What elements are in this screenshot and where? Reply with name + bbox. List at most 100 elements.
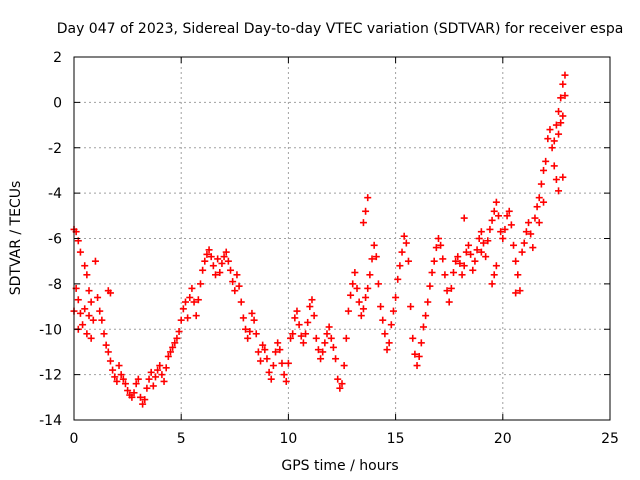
data-point <box>224 257 232 265</box>
data-point <box>482 253 490 261</box>
data-point <box>499 235 507 242</box>
data-point <box>516 287 524 295</box>
data-point <box>364 284 372 292</box>
data-point <box>419 323 427 331</box>
data-point <box>259 341 267 349</box>
data-point <box>162 364 170 372</box>
x-tick-label: 5 <box>177 431 186 447</box>
data-point <box>209 262 217 270</box>
data-point <box>186 293 194 301</box>
data-point <box>462 248 470 256</box>
data-point <box>218 259 226 267</box>
data-point <box>413 362 421 370</box>
data-point <box>559 173 567 181</box>
data-point <box>555 107 563 115</box>
data-point <box>199 266 207 274</box>
chart-title: Day 047 of 2023, Sidereal Day-to-day VTE… <box>57 21 624 37</box>
data-point <box>319 348 327 356</box>
data-point <box>272 348 280 356</box>
data-point <box>216 269 224 277</box>
data-point <box>207 253 215 261</box>
data-point <box>235 282 243 290</box>
data-point <box>139 400 147 408</box>
data-point <box>291 314 299 322</box>
data-point <box>458 271 466 279</box>
data-point <box>89 316 97 324</box>
data-point <box>179 305 187 313</box>
data-point <box>175 328 183 336</box>
data-point <box>555 130 563 138</box>
data-point <box>149 382 157 390</box>
data-point <box>106 357 114 365</box>
data-point <box>400 232 408 240</box>
data-point <box>537 180 545 188</box>
data-point <box>194 296 202 304</box>
data-point <box>344 307 352 315</box>
data-point <box>501 225 509 233</box>
data-point <box>104 348 112 356</box>
data-point <box>381 330 389 338</box>
data-point <box>411 350 419 358</box>
data-point <box>274 339 282 347</box>
data-point <box>445 298 453 306</box>
data-point <box>377 303 385 311</box>
data-point <box>434 235 442 242</box>
data-point <box>85 287 93 295</box>
data-point <box>456 259 464 267</box>
data-point <box>166 348 174 356</box>
data-point <box>227 266 235 274</box>
data-point <box>518 248 526 256</box>
data-point <box>422 312 430 320</box>
data-point <box>389 307 397 315</box>
data-point <box>106 289 114 297</box>
data-point <box>477 248 485 256</box>
data-point <box>366 271 374 279</box>
y-axis-title: SDTVAR / TECUs <box>8 181 24 296</box>
data-point <box>332 355 340 363</box>
data-point <box>299 339 307 347</box>
data-point <box>282 377 290 385</box>
data-point <box>160 377 168 385</box>
data-point <box>561 71 569 79</box>
y-tick-label: -14 <box>39 413 62 429</box>
data-point <box>473 246 481 254</box>
data-point <box>555 187 563 195</box>
data-point <box>486 225 494 233</box>
data-point <box>561 92 569 100</box>
data-point <box>280 371 288 379</box>
data-point <box>83 330 91 338</box>
y-tick-label: -10 <box>39 322 62 338</box>
data-point <box>181 298 189 306</box>
data-point <box>154 366 162 374</box>
data-point <box>415 352 423 360</box>
data-point <box>102 341 110 349</box>
data-point <box>544 135 552 143</box>
data-point <box>76 248 84 256</box>
data-point <box>267 375 275 383</box>
data-point <box>121 380 129 388</box>
data-point <box>471 257 479 265</box>
data-point <box>190 298 198 306</box>
data-point <box>81 262 89 270</box>
data-point <box>134 375 142 383</box>
data-point <box>321 339 329 347</box>
data-point <box>407 303 415 311</box>
data-point <box>342 334 350 342</box>
data-point <box>229 278 237 286</box>
data-point <box>362 293 370 301</box>
data-point <box>269 362 277 370</box>
data-point <box>115 362 123 370</box>
data-point <box>119 375 127 383</box>
data-point <box>85 312 93 320</box>
data-point <box>398 248 406 256</box>
data-point <box>387 321 395 329</box>
data-point <box>525 219 533 227</box>
data-point <box>246 328 254 336</box>
data-point <box>231 287 239 295</box>
data-point <box>222 248 230 256</box>
data-point <box>383 346 391 354</box>
data-point <box>94 293 102 301</box>
data-point <box>424 298 432 306</box>
data-point <box>533 203 541 211</box>
data-point <box>242 325 250 333</box>
